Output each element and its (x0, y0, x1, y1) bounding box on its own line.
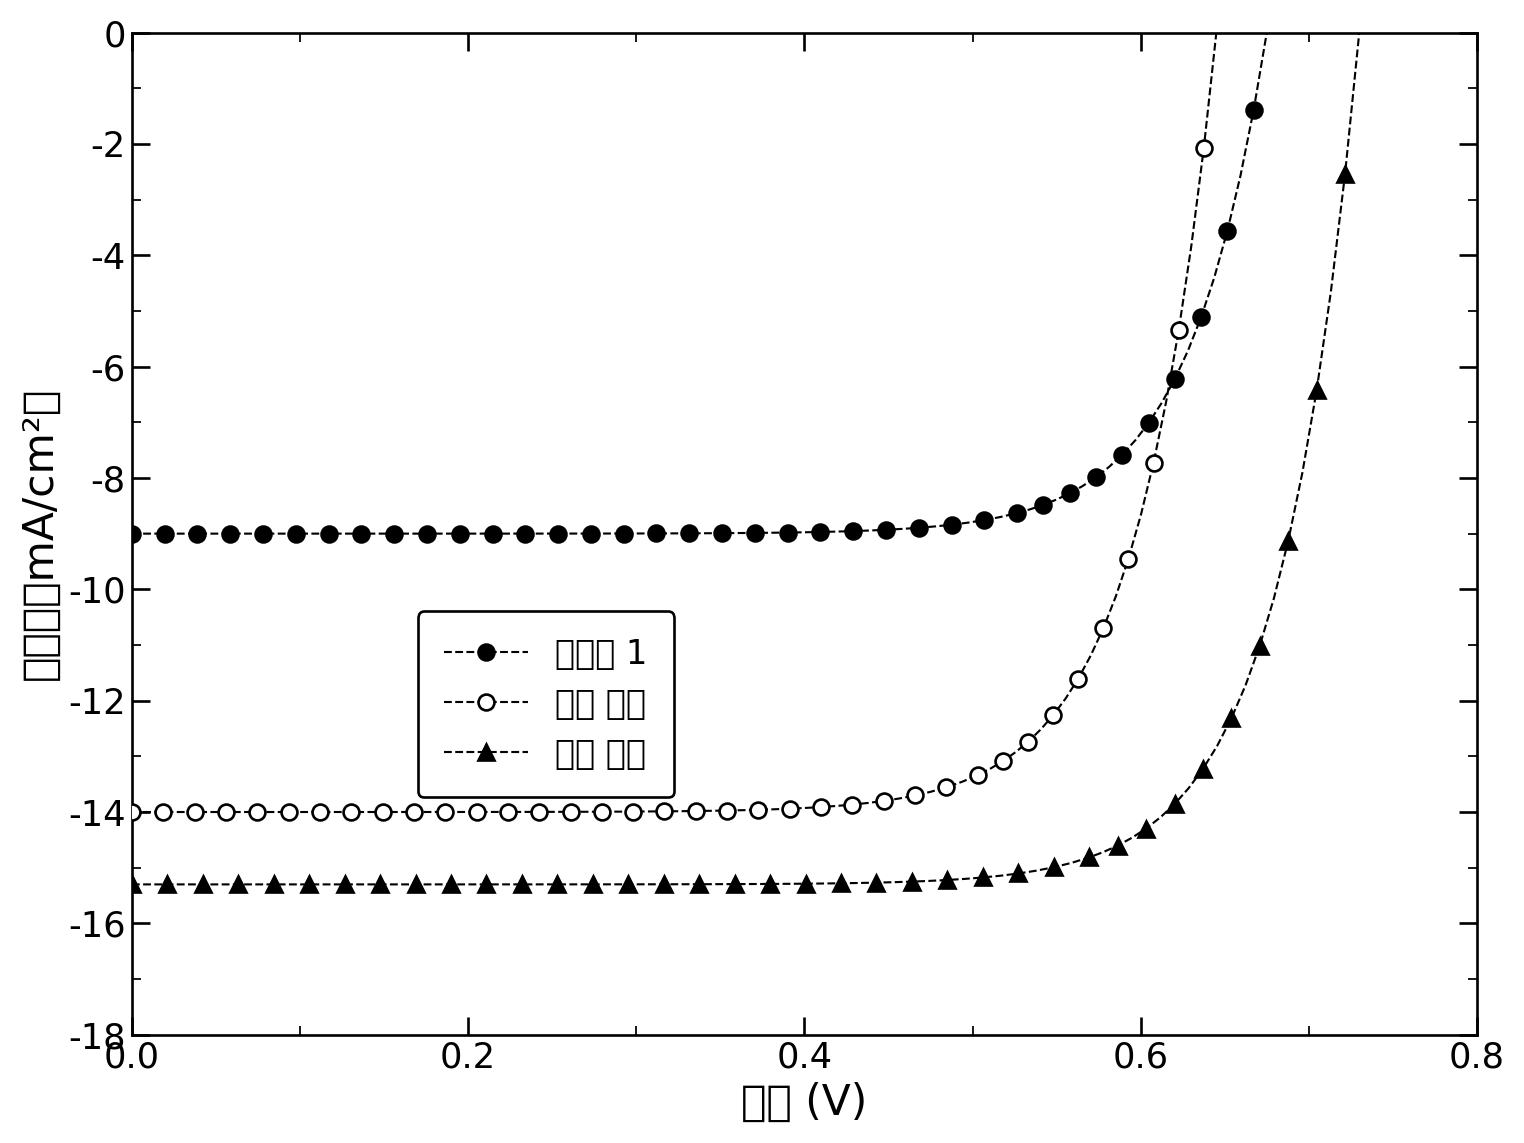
实施 例一 (765, 802, 783, 816)
实施 例二 (389, 878, 407, 892)
Y-axis label: 光电流（mA/cm²）: 光电流（mA/cm²） (18, 387, 61, 680)
实施 例一 (1207, 25, 1225, 39)
Legend: 对比例 1, 实施 例一, 实施 例二: 对比例 1, 实施 例一, 实施 例二 (418, 612, 674, 798)
实施 例一 (750, 802, 768, 816)
Line: 实施 例一: 实施 例一 (123, 25, 1224, 820)
实施 例二 (407, 878, 425, 892)
实施 例一 (358, 805, 376, 818)
实施 例二 (832, 877, 850, 890)
Line: 实施 例二: 实施 例二 (123, 25, 1367, 893)
对比例 1 (779, 526, 797, 539)
对比例 1 (369, 527, 387, 541)
对比例 1 (1166, 373, 1184, 386)
实施 例一 (123, 805, 142, 818)
实施 例二 (123, 878, 142, 892)
实施 例一 (1119, 552, 1137, 566)
实施 例二 (549, 878, 567, 892)
对比例 1 (1257, 25, 1276, 39)
实施 例一 (373, 805, 392, 818)
Line: 对比例 1: 对比例 1 (123, 25, 1274, 542)
实施 例一 (498, 805, 517, 818)
对比例 1 (123, 527, 142, 541)
对比例 1 (386, 527, 404, 541)
X-axis label: 电压 (V): 电压 (V) (741, 1082, 867, 1124)
实施 例二 (1251, 639, 1269, 653)
实施 例二 (849, 877, 867, 890)
实施 例二 (1350, 25, 1369, 39)
对比例 1 (517, 527, 535, 541)
对比例 1 (796, 526, 814, 539)
